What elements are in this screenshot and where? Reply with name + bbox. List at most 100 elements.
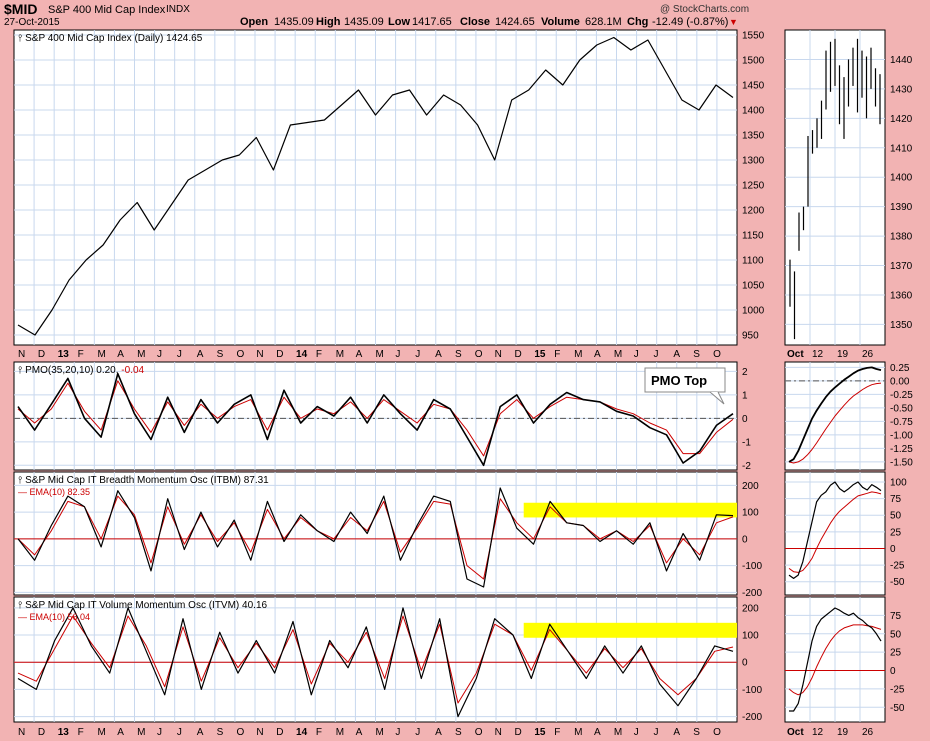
- x-tick-label: F: [316, 349, 322, 360]
- itbm-ema-legend: — EMA(10) 82.35: [18, 487, 90, 497]
- y-tick-label: 1440: [890, 55, 913, 66]
- y-tick-label: 1400: [890, 173, 913, 184]
- x-tick-label: J: [654, 349, 659, 360]
- x-tick-label: M: [614, 349, 622, 360]
- y-tick-label: 1350: [742, 131, 765, 142]
- pmo-panel-title: ⫯ PMO(35,20,10) 0.20, -0.04: [17, 365, 145, 376]
- y-tick-label: 25: [890, 527, 902, 538]
- y-tick-label: 200: [742, 603, 759, 614]
- y-tick-label: 1400: [742, 106, 765, 117]
- x-tick-label: A: [117, 727, 124, 738]
- y-tick-label: 0: [742, 534, 748, 545]
- chg-down-arrow-icon: ▼: [729, 17, 738, 27]
- x-tick-label: S: [455, 349, 462, 360]
- high-value: 1435.09: [344, 16, 384, 28]
- x-tick-label: F: [554, 349, 560, 360]
- y-tick-label: 1250: [742, 181, 765, 192]
- low-value: 1417.65: [412, 16, 452, 28]
- chg-value: -12.49 (-0.87%): [652, 16, 729, 28]
- x-tick-label: O: [713, 349, 721, 360]
- x-tick-label: J: [395, 727, 400, 738]
- y-tick-label: -50: [890, 577, 905, 588]
- x-tick-label: J: [654, 727, 659, 738]
- y-tick-label: 0: [742, 414, 748, 425]
- y-tick-label: 200: [742, 481, 759, 492]
- y-tick-label: 2: [742, 367, 748, 378]
- chart-header: $MID S&P 400 Mid Cap Index INDX 27-Oct-2…: [0, 0, 930, 30]
- x-tick-label: O: [236, 349, 244, 360]
- y-tick-label: 100: [742, 631, 759, 642]
- index-name: S&P 400 Mid Cap Index: [48, 4, 166, 16]
- detail-x-tick-label: 12: [812, 727, 824, 738]
- itvm-line: [17, 607, 734, 718]
- y-tick-label: 50: [890, 629, 902, 640]
- x-tick-label: M: [336, 727, 344, 738]
- close-label: Close: [460, 16, 490, 28]
- volume-label: Volume: [541, 16, 580, 28]
- x-tick-label: O: [475, 727, 483, 738]
- exchange: INDX: [166, 4, 190, 15]
- y-tick-label: 25: [890, 648, 902, 659]
- detail-itbm-ema-line: [788, 491, 882, 573]
- y-tick-label: 1500: [742, 56, 765, 67]
- x-tick-label: F: [316, 727, 322, 738]
- x-tick-label: N: [256, 727, 263, 738]
- detail-itvm-ema-line: [788, 624, 882, 696]
- x-tick-label: A: [197, 727, 204, 738]
- y-tick-label: 1100: [742, 256, 764, 267]
- x-tick-label: 15: [534, 349, 546, 360]
- y-tick-label: -200: [742, 588, 762, 599]
- y-tick-label: -1.25: [890, 444, 913, 455]
- watermark: @ StockCharts.com: [660, 4, 750, 15]
- y-tick-label: 1350: [890, 320, 913, 331]
- y-tick-label: 0.00: [890, 376, 910, 387]
- x-tick-label: M: [97, 349, 105, 360]
- y-tick-label: -2: [742, 461, 751, 472]
- pmo-top-callout: PMO Top: [644, 367, 726, 405]
- x-tick-label: J: [634, 349, 639, 360]
- y-tick-label: 75: [890, 494, 902, 505]
- close-value: 1424.65: [495, 16, 535, 28]
- x-tick-label: A: [117, 349, 124, 360]
- y-tick-label: -1.00: [890, 430, 913, 441]
- detail-x-tick-label: 26: [862, 727, 874, 738]
- high-label: High: [316, 16, 341, 28]
- x-tick-label: D: [515, 349, 522, 360]
- symbol: $MID: [4, 1, 38, 17]
- x-tick-label: S: [693, 349, 700, 360]
- y-tick-label: 0: [890, 666, 896, 677]
- x-tick-label: N: [256, 349, 263, 360]
- x-tick-label: M: [376, 349, 384, 360]
- y-tick-label: 1410: [890, 143, 913, 154]
- y-tick-label: 1390: [890, 202, 913, 213]
- x-tick-label: J: [634, 727, 639, 738]
- x-tick-label: S: [217, 349, 224, 360]
- open-label: Open: [240, 16, 269, 28]
- pmo-line: [17, 372, 734, 467]
- x-tick-label: J: [415, 349, 420, 360]
- x-tick-label: A: [435, 349, 442, 360]
- x-tick-label: D: [38, 349, 45, 360]
- detail-x-tick-label: 26: [862, 349, 874, 360]
- price-panel-title: ⫯ S&P 400 Mid Cap Index (Daily) 1424.65: [17, 33, 203, 44]
- x-tick-label: S: [217, 727, 224, 738]
- x-tick-label: D: [276, 349, 283, 360]
- x-tick-label: A: [356, 727, 363, 738]
- x-tick-label: A: [673, 349, 680, 360]
- x-tick-label: J: [157, 727, 162, 738]
- y-tick-label: 100: [890, 477, 907, 488]
- detail-x-tick-label: Oct: [787, 727, 804, 738]
- y-tick-label: 1: [742, 390, 748, 401]
- y-tick-label: -0.75: [890, 417, 913, 428]
- y-tick-label: -0.25: [890, 390, 913, 401]
- y-tick-label: 1150: [742, 231, 764, 242]
- x-tick-label: D: [38, 727, 45, 738]
- x-tick-label: S: [455, 727, 462, 738]
- y-tick-label: -1: [742, 437, 751, 448]
- y-tick-label: 1000: [742, 306, 765, 317]
- itvm-panel-title: ⫯ S&P Mid Cap IT Volume Momentum Osc (IT…: [17, 600, 268, 611]
- y-tick-label: 1380: [890, 232, 913, 243]
- y-tick-label: 0.25: [890, 363, 910, 374]
- x-tick-label: F: [554, 727, 560, 738]
